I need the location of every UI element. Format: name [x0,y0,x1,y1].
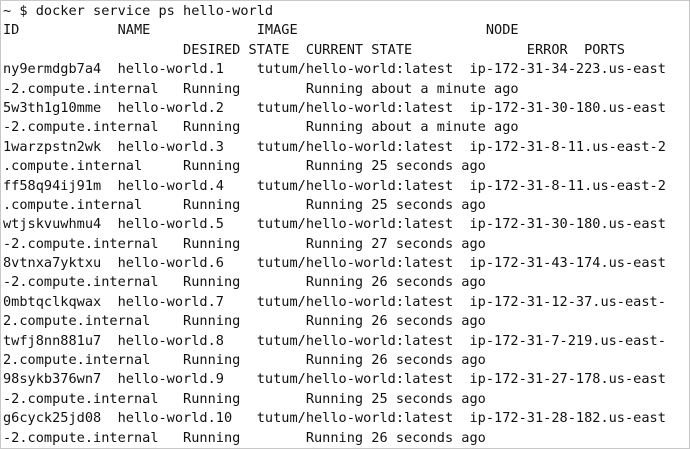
terminal-line: 1warzpstn2wk hello-world.3 tutum/hello-w… [3,138,666,155]
terminal-line: ~ $ docker service ps hello-world [3,3,274,19]
terminal-line: 0mbtqclkqwax hello-world.7 tutum/hello-w… [3,293,666,310]
terminal-line: -2.compute.internal Running Running 27 s… [3,235,486,252]
terminal-line: ff58q94ij91m hello-world.4 tutum/hello-w… [3,177,666,194]
terminal-line: -2.compute.internal Running Running abou… [3,119,519,136]
terminal-line: -2.compute.internal Running Running 26 s… [3,429,486,446]
terminal-line: wtjskvuwhmu4 hello-world.5 tutum/hello-w… [3,216,666,233]
terminal-line: 8vtnxa7yktxu hello-world.6 tutum/hello-w… [3,255,666,272]
terminal-line: ny9ermdgb7a4 hello-world.1 tutum/hello-w… [3,61,666,78]
terminal-line: 5w3th1g10mme hello-world.2 tutum/hello-w… [3,99,666,116]
terminal-line: .compute.internal Running Running 25 sec… [3,158,486,175]
terminal-line: 2.compute.internal Running Running 26 se… [3,313,486,330]
terminal-line: .compute.internal Running Running 25 sec… [3,196,486,213]
terminal-line: DESIRED STATE CURRENT STATE ERROR PORTS [3,41,625,58]
terminal-line: 2.compute.internal Running Running 26 se… [3,352,486,369]
terminal-line: 98sykb376wn7 hello-world.9 tutum/hello-w… [3,371,666,388]
terminal-line: twfj8nn881u7 hello-world.8 tutum/hello-w… [3,332,666,349]
terminal-line: -2.compute.internal Running Running 26 s… [3,274,486,291]
terminal-line: g6cyck25jd08 hello-world.10 tutum/hello-… [3,410,666,427]
terminal-line: -2.compute.internal Running Running 25 s… [3,390,486,407]
terminal-line: -2.compute.internal Running Running abou… [3,80,519,97]
terminal-line: ID NAME IMAGE NODE [3,22,519,39]
